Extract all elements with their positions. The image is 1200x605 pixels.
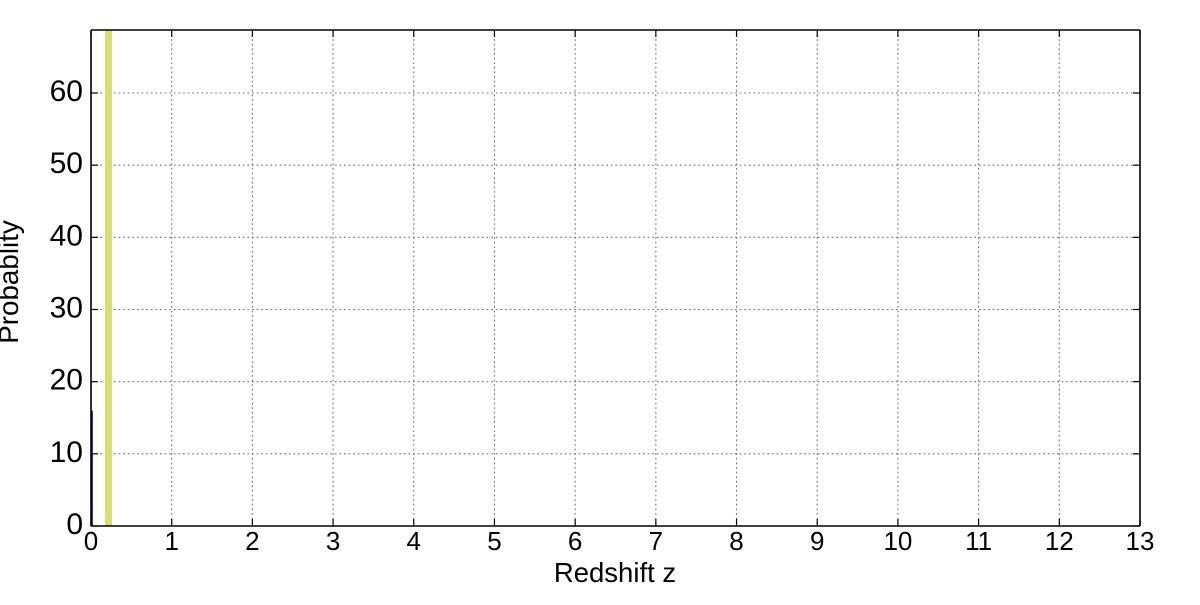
svg-text:10: 10 xyxy=(883,526,912,556)
svg-text:10: 10 xyxy=(50,436,83,469)
svg-text:20: 20 xyxy=(50,364,83,397)
svg-text:8: 8 xyxy=(729,526,743,556)
svg-text:6: 6 xyxy=(568,526,582,556)
svg-text:30: 30 xyxy=(50,292,83,325)
svg-text:1: 1 xyxy=(164,526,178,556)
svg-text:4: 4 xyxy=(407,526,421,556)
svg-text:Probablity: Probablity xyxy=(0,220,24,344)
svg-text:12: 12 xyxy=(1045,526,1074,556)
svg-text:60: 60 xyxy=(50,75,83,108)
svg-text:7: 7 xyxy=(649,526,663,556)
svg-text:5: 5 xyxy=(487,526,501,556)
svg-text:11: 11 xyxy=(965,526,992,556)
svg-text:3: 3 xyxy=(326,526,340,556)
svg-text:Redshift z: Redshift z xyxy=(554,557,676,588)
svg-text:9: 9 xyxy=(810,526,824,556)
svg-text:0: 0 xyxy=(66,508,83,541)
svg-text:2: 2 xyxy=(245,526,259,556)
svg-text:0: 0 xyxy=(84,526,98,556)
svg-text:13: 13 xyxy=(1126,526,1155,556)
svg-text:50: 50 xyxy=(50,147,83,180)
svg-text:40: 40 xyxy=(50,219,83,252)
